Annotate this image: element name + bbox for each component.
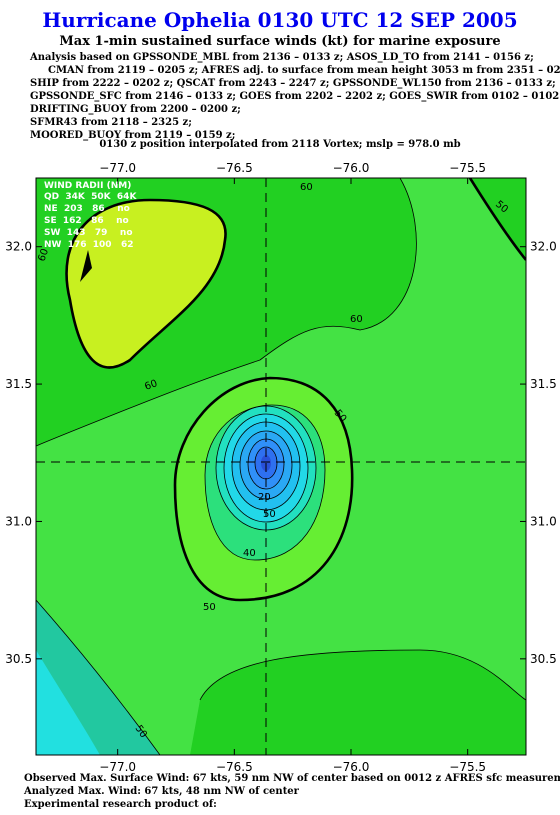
contour-label: 40 [243,548,256,559]
x-tick-label: −76.5 [216,161,253,175]
wind-radii-columns: QD 34K 50K 64K [44,192,137,202]
wind-radii-row: SE 162 86 no [44,216,129,226]
contour-label: 60 [300,182,313,193]
map-title: Hurricane Ophelia 0130 UTC 12 SEP 2005 [42,8,518,32]
y-tick-label: 31.5 [5,377,32,391]
y-tick-label: 32.0 [530,240,557,254]
wind-radii-row: NE 203 86 no [44,204,130,214]
contour-label: 50 [203,602,216,613]
x-tick-label: −77.0 [99,161,136,175]
x-tick-label: −76.5 [216,760,253,774]
analyzed-max-wind: Analyzed Max. Wind: 67 kts, 48 nm NW of … [24,786,299,797]
contour-label: 20 [258,492,271,503]
y-tick-label: 31.5 [530,377,557,391]
x-tick-label: −76.0 [333,760,370,774]
y-tick-label: 30.5 [530,652,557,666]
analysis-line: MOORED_BUOY from 2119 – 0159 z; [30,130,236,141]
map-subtitle: Max 1-min sustained surface winds (kt) f… [59,34,501,49]
wind-radii-row: SW 143 79 no [44,228,133,238]
footer-notes: Observed Max. Surface Wind: 67 kts, 59 n… [24,772,560,811]
analysis-line: GPSSONDE_SFC from 2146 – 0133 z; GOES fr… [30,91,560,102]
wind-radii-row: NW 176 100 62 [44,240,134,250]
contour-label: 60 [350,314,363,325]
y-tick-label: 30.5 [5,652,32,666]
analysis-sources: Analysis based on GPSSONDE_MBL from 2136… [30,51,560,142]
axis-ticks: −77.0 −77.0 −76.5 −76.5 −76.0 −76.0 −75.5 −75.5… [5,161,556,774]
wind-radii-table: WIND RADII (NM) QD 34K 50K 64K NE 203 86… [44,181,137,250]
x-tick-label: −76.0 [333,161,370,175]
y-tick-label: 31.0 [530,514,557,528]
wind-field-shading [36,178,526,755]
contour-label: 50 [263,509,276,520]
wind-radii-header: WIND RADII (NM) [44,181,131,191]
x-tick-label: −77.0 [99,760,136,774]
y-tick-label: 31.0 [5,514,32,528]
contour-label: 60 [36,247,51,263]
product-credit: Experimental research product of: [24,799,217,810]
observed-max-wind: Observed Max. Surface Wind: 67 kts, 59 n… [24,773,560,784]
contour-arrow-icon [80,250,92,282]
contour-labels: 60 50 60 60 60 50 40 50 20 50 50 [36,182,509,740]
center-crosshair [36,178,526,755]
contour-label: 60 [143,378,159,393]
analysis-line: SFMR43 from 2118 – 2325 z; [30,117,192,128]
x-tick-label: −75.5 [449,760,486,774]
map-frame [35,177,527,756]
analysis-line: DRIFTING_BUOY from 2200 – 0200 z; [30,104,241,115]
y-tick-label: 32.0 [5,240,32,254]
analysis-line: Analysis based on GPSSONDE_MBL from 2136… [30,52,534,63]
analysis-line: SHIP from 2222 – 0202 z; QSCAT from 2243… [30,78,556,89]
x-tick-label: −75.5 [449,161,486,175]
position-note: 0130 z position interpolated from 2118 V… [99,139,461,150]
analysis-line: CMAN from 2119 – 0205 z; AFRES adj. to s… [48,65,560,76]
